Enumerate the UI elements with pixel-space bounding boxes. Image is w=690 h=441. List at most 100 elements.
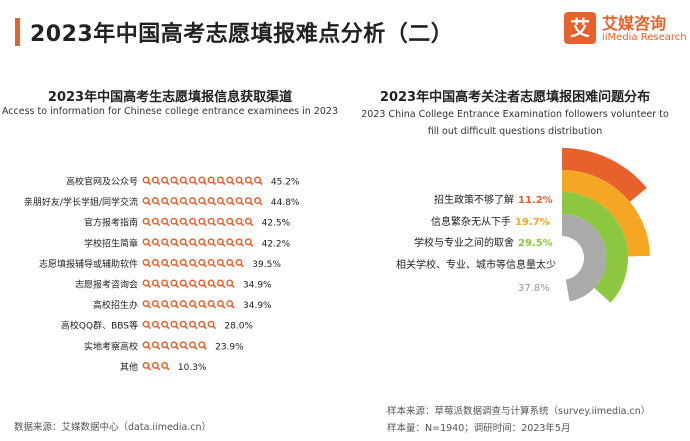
- value-label: 28.0%: [224, 322, 253, 332]
- magnifier-icon: [235, 258, 244, 268]
- bar-row: 实地考察高校 23.9%: [84, 340, 244, 352]
- magnifier-icon: [235, 176, 244, 185]
- magnifier-icon: [207, 279, 216, 288]
- right-chart-subtitle: 2023 China College Entrance Examination …: [345, 106, 685, 140]
- magnifier-icon: [151, 341, 161, 350]
- magnifier-icon: [226, 197, 235, 206]
- right-chart-subtitle-line1: 2023 China College Entrance Examination …: [361, 109, 669, 120]
- magnifier-icon: [235, 238, 244, 247]
- category-label: 高校QQ群、BBS等: [61, 320, 138, 332]
- magnifier-icon: [216, 217, 226, 226]
- magnifier-icon: [198, 341, 207, 350]
- sample-size-note: 样本量：N=1940；调研时间：2023年5月: [387, 423, 571, 434]
- right-chart-subtitle-line2: fill out difficult questions distributio…: [427, 126, 603, 137]
- magnifier-icon: [198, 238, 207, 247]
- magnifier-icon: [161, 279, 170, 288]
- left-chart-subtitle: Access to information for Chinese colleg…: [1, 106, 339, 117]
- magnifier-icon: [179, 238, 188, 247]
- category-label: 志愿填报辅导或辅助软件: [39, 258, 138, 270]
- magnifier-icon: [179, 258, 188, 268]
- magnifier-icon: [198, 279, 207, 288]
- magnifier-icon: [207, 258, 216, 268]
- magnifier-icon: [226, 238, 235, 247]
- title-accent-bar: [15, 18, 20, 46]
- magnifier-icon: [179, 341, 188, 350]
- magnifier-icon: [189, 217, 198, 226]
- magnifier-icon: [161, 361, 170, 371]
- magnifier-icon: [161, 258, 170, 268]
- magnifier-icon: [198, 217, 207, 226]
- magnifier-icon: [254, 176, 263, 185]
- magnifier-icon: [207, 320, 216, 330]
- magnifier-icon: [151, 238, 161, 247]
- magnifier-icon: [170, 320, 179, 330]
- category-label: 官方报考指南: [84, 217, 138, 229]
- radial-bar-segment: [562, 170, 650, 257]
- category-label: 学校招生简章: [84, 237, 138, 249]
- magnifier-icon: [151, 258, 161, 268]
- right-chart-title: 2023年中国高考关注者志愿填报困难问题分布: [379, 90, 651, 105]
- magnifier-icon: [207, 217, 216, 226]
- magnifier-icon: [189, 279, 198, 288]
- magnifier-icon: [198, 320, 207, 330]
- bar-row: 高校QQ群、BBS等 28.0%: [61, 320, 254, 332]
- magnifier-icon: [170, 197, 179, 206]
- radial-bar-segment: [562, 148, 647, 202]
- magnifier-icon: [216, 279, 226, 288]
- value-label: 45.2%: [271, 178, 300, 188]
- radial-bar-segment: [562, 192, 628, 303]
- value-label: 11.2%: [518, 195, 553, 206]
- value-label: 34.9%: [243, 281, 272, 291]
- logo-mark: 艾: [564, 12, 596, 44]
- magnifier-icon: [161, 341, 170, 350]
- magnifier-icon: [142, 176, 151, 185]
- magnifier-icon: [151, 300, 161, 309]
- magnifier-icon: [170, 279, 179, 288]
- value-label: 10.3%: [178, 363, 207, 373]
- magnifier-icon: [142, 197, 151, 206]
- magnifier-icon: [179, 176, 188, 185]
- magnifier-icon: [179, 197, 188, 206]
- magnifier-icon: [189, 341, 198, 350]
- magnifier-icon: [151, 176, 161, 185]
- category-label: 学校与专业之间的取舍: [414, 236, 514, 249]
- magnifier-icon: [216, 300, 226, 309]
- bar-row: 其他 10.3%: [120, 361, 207, 373]
- sample-source-note: 样本来源：草莓派数据调查与计算系统（survey.iimedia.cn）: [387, 406, 651, 417]
- bar-row: 高校官网及公众号 45.2%: [66, 176, 300, 188]
- magnifier-icon: [198, 258, 207, 268]
- category-label: 高校官网及公众号: [66, 176, 138, 188]
- magnifier-icon: [244, 176, 254, 185]
- category-label: 其他: [120, 361, 138, 373]
- value-label: 34.9%: [243, 301, 272, 311]
- value-label: 42.5%: [262, 219, 291, 229]
- magnifier-icon: [170, 176, 179, 185]
- bar-row: 高校招生办 34.9%: [93, 299, 272, 311]
- value-label: 23.9%: [215, 342, 244, 352]
- bar-row: 志愿报考咨询会 34.9%: [75, 279, 272, 291]
- magnifier-icon: [207, 176, 216, 185]
- magnifier-icon: [142, 361, 151, 371]
- bar-row: 亲朋好友/学长学姐/同学交流 44.8%: [24, 196, 300, 208]
- magnifier-icon: [216, 238, 226, 247]
- magnifier-icon: [226, 258, 235, 268]
- magnifier-icon: [179, 279, 188, 288]
- magnifier-icon: [151, 279, 161, 288]
- magnifier-icon: [226, 279, 235, 288]
- magnifier-icon: [142, 238, 151, 247]
- magnifier-icon: [179, 300, 188, 309]
- magnifier-icon: [161, 320, 170, 330]
- magnifier-icon: [151, 361, 161, 371]
- magnifier-icon: [142, 217, 151, 226]
- category-label: 招生政策不够了解: [434, 193, 514, 206]
- magnifier-icon: [170, 258, 179, 268]
- magnifier-icon: [161, 238, 170, 247]
- magnifier-icon: [161, 217, 170, 226]
- magnifier-icon: [189, 197, 198, 206]
- magnifier-icon: [216, 176, 226, 185]
- magnifier-icon: [189, 238, 198, 247]
- magnifier-icon: [216, 258, 226, 268]
- magnifier-icon: [244, 217, 254, 226]
- magnifier-icon: [151, 320, 161, 330]
